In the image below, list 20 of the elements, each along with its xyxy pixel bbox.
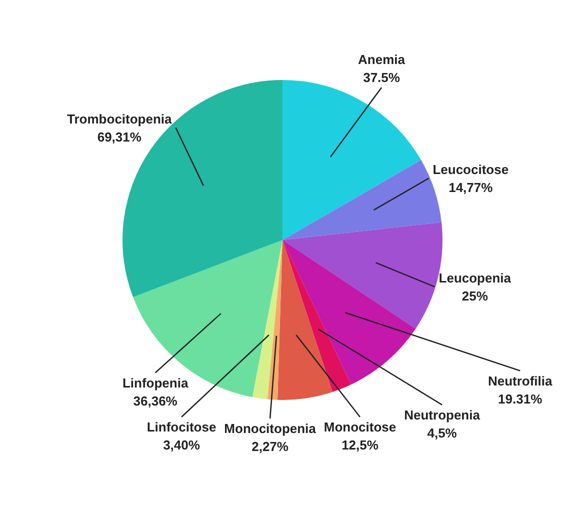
slice-label: Neutrofilia bbox=[488, 373, 554, 388]
data-label: 25% bbox=[462, 288, 488, 304]
data-label: 2,27% bbox=[252, 439, 289, 454]
data-label: 12,5% bbox=[342, 438, 379, 453]
data-label: 36,36% bbox=[133, 393, 178, 408]
slice-label: Monocitose bbox=[324, 420, 396, 435]
data-label: 14,77% bbox=[448, 180, 494, 195]
slice-label: Linfocitose bbox=[146, 420, 216, 435]
slice-label: Leucocitose bbox=[432, 162, 509, 177]
slice-label: Linfopenia bbox=[122, 375, 189, 390]
slice-label: Neutropenia bbox=[404, 407, 481, 422]
slice-label: Monocitopenia bbox=[224, 421, 317, 436]
data-label: 19.31% bbox=[498, 391, 543, 406]
slice-label: Anemia bbox=[358, 52, 406, 68]
data-label: 3,40% bbox=[163, 438, 200, 453]
slice-label: Trombocitopenia bbox=[67, 111, 173, 126]
data-label: 4,5% bbox=[427, 425, 458, 440]
data-label: 69,31% bbox=[97, 129, 142, 144]
slice-label: Leucopenia bbox=[438, 270, 512, 286]
data-label: 37.5% bbox=[363, 70, 400, 86]
